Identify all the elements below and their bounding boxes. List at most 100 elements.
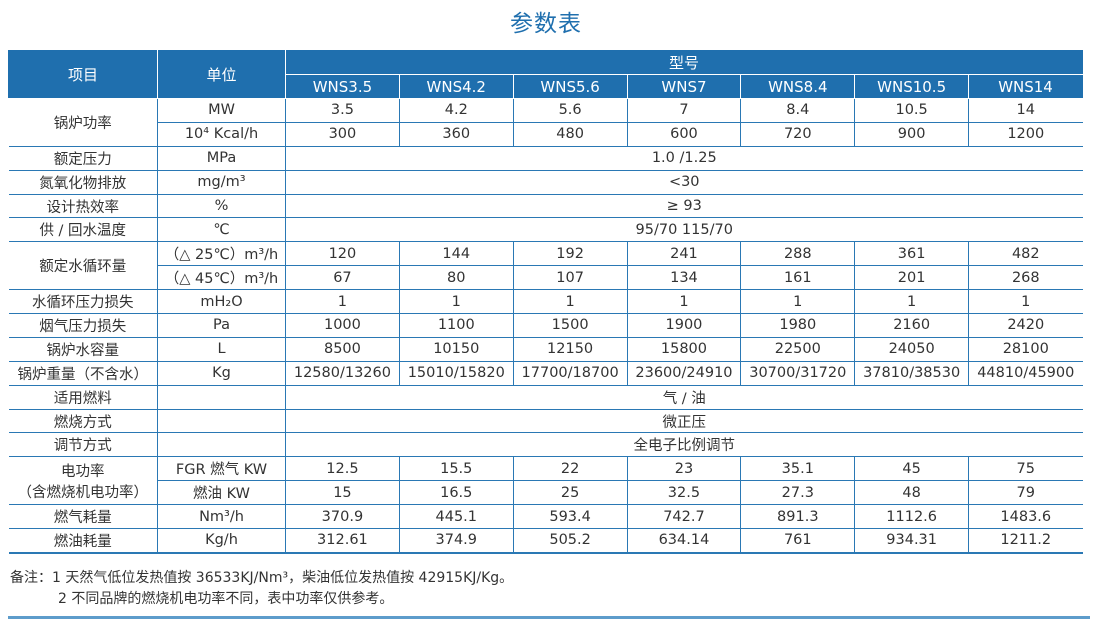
- parameter-table: 项目 单位 型号 WNS3.5 WNS4.2 WNS5.6 WNS7 WNS8.4 WNS…: [8, 50, 1083, 554]
- row-label: 额定水循环量: [8, 241, 158, 291]
- cell-value: 761: [740, 528, 856, 554]
- cell-value: 1: [968, 289, 1083, 315]
- merged-value: 全电子比例调节: [285, 432, 1083, 458]
- row-unit: [157, 408, 286, 434]
- row-label-subtext: （含燃烧机电功率）: [17, 484, 149, 501]
- row-label: 调节方式: [8, 432, 158, 458]
- row-label: 电功率 （含燃烧机电功率）: [8, 456, 158, 506]
- table-row: 燃油 KW 15 16.5 25 32.5 27.3 48 79: [9, 480, 1083, 506]
- cell-value: 37810/38530: [854, 360, 970, 386]
- cell-value: 1: [285, 289, 400, 315]
- row-label-text: 燃油耗量: [53, 533, 112, 550]
- cell-value: 23600/24910: [626, 360, 742, 386]
- cell-value: 15.5: [398, 456, 514, 482]
- row-unit: MPa: [157, 145, 286, 171]
- cell-value: 1483.6: [968, 504, 1083, 530]
- cell-value: 241: [626, 241, 742, 267]
- cell-value: 12150: [512, 336, 628, 362]
- cell-value: 10150: [398, 336, 514, 362]
- cell-value: 1: [740, 289, 856, 315]
- row-label: 水循环压力损失: [8, 289, 158, 315]
- cell-value: 1200: [968, 121, 1083, 147]
- table-row: 调节方式 全电子比例调节: [8, 432, 1083, 458]
- row-unit: Kg/h: [157, 528, 286, 554]
- row-unit: Kg: [157, 360, 286, 386]
- cell-value: 742.7: [626, 504, 742, 530]
- cell-value: 1900: [626, 313, 742, 338]
- note-2: 2 不同品牌的燃烧机电功率不同，表中功率仅供参考。: [58, 591, 394, 607]
- row-label: 燃气耗量: [8, 504, 158, 530]
- cell-value: 8500: [285, 336, 400, 362]
- cell-value: 1500: [512, 313, 628, 338]
- cell-value: 374.9: [398, 528, 514, 554]
- cell-value: 482: [968, 241, 1083, 267]
- table-row: 额定压力 MPa 1.0 /1.25: [8, 145, 1083, 171]
- row-label: 燃烧方式: [8, 408, 158, 434]
- model-header: WNS10.5: [854, 74, 970, 99]
- cell-value: 600: [626, 121, 742, 147]
- merged-value: 气 / 油: [285, 384, 1083, 410]
- table-row: 锅炉重量（不含水） Kg 12580/13260 15010/15820 17700/1…: [8, 360, 1083, 386]
- cell-value: 161: [740, 265, 856, 291]
- cell-value: 15: [285, 480, 400, 506]
- model-header: WNS3.5: [285, 74, 400, 99]
- model-row: WNS3.5 WNS4.2 WNS5.6 WNS7 WNS8.4 WNS10.5 WNS14: [9, 74, 1083, 99]
- table-row: 燃烧方式 微正压: [8, 408, 1083, 434]
- cell-value: 201: [854, 265, 970, 291]
- cell-value: 1980: [740, 313, 856, 338]
- cell-value: 4.2: [398, 98, 514, 123]
- cell-value: 79: [968, 480, 1083, 506]
- cell-value: 22: [512, 456, 628, 482]
- cell-value: 720: [740, 121, 856, 147]
- row-unit: FGR 燃气 KW: [157, 456, 286, 482]
- row-unit: mg/m³: [157, 169, 286, 195]
- merged-value: <30: [285, 169, 1083, 195]
- merged-value: 1.0 /1.25: [285, 145, 1083, 171]
- cell-value: 144: [398, 241, 514, 267]
- cell-value: 1: [854, 289, 970, 315]
- cell-value: 361: [854, 241, 970, 267]
- cell-value: 120: [285, 241, 400, 267]
- cell-value: 22500: [740, 336, 856, 362]
- header-row: 项目 单位 型号: [8, 50, 1083, 99]
- cell-value: 312.61: [285, 528, 400, 554]
- row-label-text: 锅炉功率: [53, 115, 112, 132]
- cell-value: 1: [398, 289, 514, 315]
- row-label: 锅炉水容量: [8, 336, 158, 362]
- row-label: 额定压力: [8, 145, 158, 171]
- cell-value: 370.9: [285, 504, 400, 530]
- row-unit: %: [157, 193, 286, 219]
- cell-value: 445.1: [398, 504, 514, 530]
- table-row: 燃油耗量 Kg/h 312.61 374.9 505.2 634.14 761 934.31 1…: [8, 528, 1083, 554]
- table-row: 额定水循环量 （△ 25℃）m³/h 120 144 192 241 288 361 482: [8, 241, 1083, 291]
- row-label: 锅炉重量（不含水）: [8, 360, 158, 386]
- row-label-text: 燃气耗量: [53, 510, 112, 527]
- row-unit: ℃: [157, 217, 286, 243]
- merged-value: 95/70 115/70: [285, 217, 1083, 243]
- cell-value: 27.3: [740, 480, 856, 506]
- row-label-text: 调节方式: [53, 438, 112, 455]
- cell-value: 25: [512, 480, 628, 506]
- bottom-divider: [8, 616, 1090, 619]
- table-row: 烟气压力损失 Pa 1000 1100 1500 1900 1980 2160 2420: [8, 313, 1083, 338]
- cell-value: 634.14: [626, 528, 742, 554]
- cell-value: 2160: [854, 313, 970, 338]
- cell-value: 24050: [854, 336, 970, 362]
- row-unit: L: [157, 336, 286, 362]
- cell-value: 505.2: [512, 528, 628, 554]
- cell-value: 3.5: [285, 98, 400, 123]
- note-1: 备注：1 天然气低位发热值按 36533KJ/Nm³，柴油低位发热值按 4291…: [10, 570, 514, 586]
- cell-value: 1000: [285, 313, 400, 338]
- cell-value: 32.5: [626, 480, 742, 506]
- table-body: 锅炉功率 MW 3.5 4.2 5.6 7 8.4 10.5 14 10⁴ Kcal/h 300 36…: [8, 98, 1083, 554]
- cell-value: 134: [626, 265, 742, 291]
- cell-value: 48: [854, 480, 970, 506]
- cell-value: 44810/45900: [968, 360, 1083, 386]
- row-unit: [157, 432, 286, 458]
- cell-value: 360: [398, 121, 514, 147]
- header-item: 项目: [8, 50, 158, 99]
- row-label: 适用燃料: [8, 384, 158, 410]
- cell-value: 268: [968, 265, 1083, 291]
- row-label: 设计热效率: [8, 193, 158, 219]
- header-unit: 单位: [157, 50, 286, 99]
